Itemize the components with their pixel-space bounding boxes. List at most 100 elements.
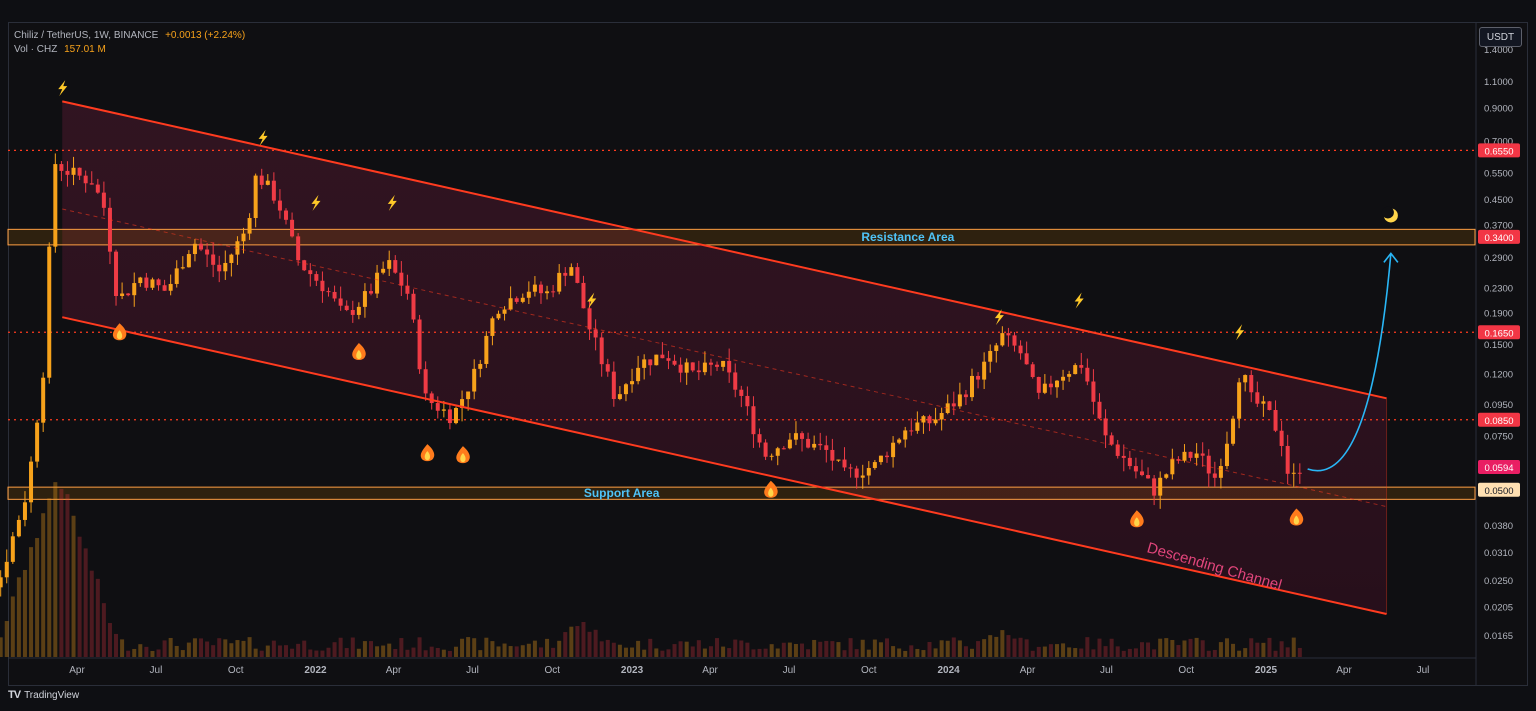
- volume-bar: [939, 640, 944, 657]
- candle-body: [1127, 457, 1132, 467]
- candle-body: [860, 475, 865, 478]
- candle-body: [284, 210, 289, 220]
- candle-body: [1146, 475, 1151, 479]
- candle-body: [1158, 477, 1163, 496]
- volume-bar: [684, 641, 689, 657]
- volume-bar: [350, 637, 355, 657]
- volume-bar: [988, 635, 993, 657]
- channel-lower-line: [62, 316, 1387, 615]
- candle-body: [1000, 333, 1005, 346]
- volume-bar: [53, 482, 58, 657]
- volume-bar: [963, 646, 968, 657]
- volume-bar: [1079, 648, 1084, 657]
- price-tick-label: 0.2900: [1484, 253, 1513, 264]
- candle-body: [818, 443, 823, 446]
- volume-bar: [721, 646, 726, 657]
- time-tick-label: Oct: [1178, 665, 1194, 676]
- volume-bar: [0, 637, 3, 657]
- volume-bar: [344, 648, 349, 657]
- candle-body: [375, 272, 380, 294]
- volume-bar: [1012, 638, 1017, 657]
- candle-body: [678, 364, 683, 373]
- volume-bar: [860, 639, 865, 657]
- currency-button[interactable]: USDT: [1479, 27, 1522, 47]
- volume-bar: [405, 649, 410, 657]
- volume-bar: [387, 643, 392, 657]
- volume-bar: [1267, 637, 1272, 657]
- volume-bar: [120, 639, 125, 657]
- volume-bar: [375, 646, 380, 657]
- candle-body: [362, 291, 367, 307]
- volume-bar: [715, 638, 720, 657]
- candle-body: [441, 409, 446, 411]
- volume-bar: [976, 641, 981, 657]
- candle-body: [1291, 472, 1296, 474]
- candle-body: [405, 285, 410, 294]
- price-badge-label: 0.1650: [1484, 328, 1513, 339]
- volume-bar: [557, 640, 562, 657]
- volume-bar: [951, 637, 956, 657]
- candle-body: [872, 462, 877, 468]
- candle-body: [211, 254, 216, 265]
- volume-legend: Vol · CHZ 157.01 M: [14, 44, 110, 55]
- candle-body: [1139, 471, 1144, 476]
- time-tick-label: Oct: [228, 665, 244, 676]
- candle-body: [581, 282, 586, 309]
- volume-bar: [812, 639, 817, 657]
- candle-body: [326, 291, 331, 293]
- candle-body: [356, 306, 361, 315]
- volume-bar: [326, 647, 331, 657]
- volume-bar: [126, 650, 131, 657]
- volume-bar: [1006, 635, 1011, 657]
- candle-body: [982, 361, 987, 380]
- volume-bar: [478, 650, 483, 657]
- price-badge: [1478, 229, 1520, 244]
- candle-body: [1231, 418, 1236, 444]
- volume-bar: [101, 603, 106, 657]
- volume-bar: [787, 642, 792, 657]
- candle-body: [787, 439, 792, 449]
- volume-bar: [1018, 637, 1023, 657]
- time-tick-label: Jul: [150, 665, 163, 676]
- time-tick-label: Apr: [1336, 665, 1352, 676]
- volume-bar: [599, 641, 604, 657]
- candle-body: [460, 399, 465, 409]
- candle-body: [423, 369, 428, 394]
- candle-body: [53, 164, 58, 247]
- price-tick-label: 0.0380: [1484, 521, 1513, 532]
- candle-body: [393, 260, 398, 273]
- volume-bar: [1127, 648, 1132, 657]
- volume-bar: [447, 650, 452, 657]
- volume-bar: [806, 649, 811, 657]
- candle-body: [812, 443, 817, 448]
- candle-body: [95, 184, 100, 193]
- volume-bar: [1000, 630, 1005, 657]
- candle-body: [168, 283, 173, 291]
- candle-body: [89, 183, 94, 185]
- candle-body: [1121, 455, 1126, 458]
- candle-body: [769, 455, 774, 457]
- candle-body: [320, 280, 325, 292]
- tradingview-brand: TradingView: [24, 689, 80, 701]
- volume-bar: [1176, 645, 1181, 657]
- volume-bar: [4, 621, 9, 657]
- candle-body: [429, 393, 434, 404]
- candle-body: [1170, 459, 1175, 475]
- candle-body: [836, 459, 841, 461]
- volume-bar: [29, 547, 34, 657]
- candle-body: [793, 433, 798, 440]
- candle-body: [514, 298, 519, 302]
- candle-body: [939, 412, 944, 420]
- volume-bar: [302, 640, 307, 657]
- candle-body: [1273, 409, 1278, 431]
- candle-body: [532, 284, 537, 292]
- volume-bar: [502, 643, 507, 657]
- candle-body: [891, 442, 896, 458]
- volume-bar: [417, 637, 422, 657]
- lightning-icon: [258, 129, 268, 146]
- candle-body: [933, 419, 938, 424]
- candle-body: [848, 467, 853, 469]
- price-tick-label: 0.0250: [1484, 576, 1513, 587]
- candle-body: [271, 180, 276, 201]
